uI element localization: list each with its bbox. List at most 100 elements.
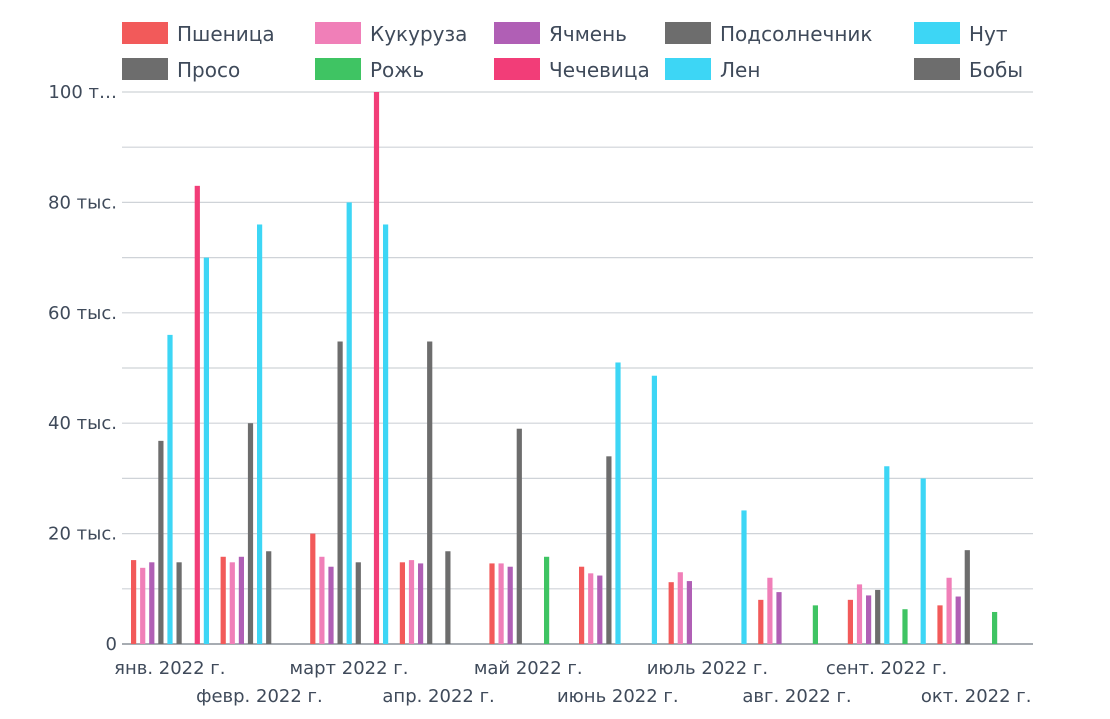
legend-item: Бобы [914, 58, 1023, 82]
y-tick-label: 20 тыс. [48, 524, 117, 545]
x-tick-label: авг. 2022 г. [742, 686, 851, 707]
bar [875, 589, 881, 644]
bar [399, 562, 405, 644]
x-tick-label: февр. 2022 г. [196, 686, 323, 707]
bar [964, 550, 970, 644]
legend-item: Пшеница [122, 22, 275, 46]
bar [158, 440, 164, 644]
legend-swatch [315, 58, 361, 80]
bar [579, 566, 585, 644]
legend-label: Ячмень [549, 22, 627, 46]
bar [355, 562, 361, 644]
legend-item: Лен [665, 58, 760, 82]
bar [992, 611, 998, 644]
bar [220, 556, 226, 644]
legend-label: Чечевица [549, 58, 650, 82]
legend-swatch [914, 22, 960, 44]
legend-item: Рожь [315, 58, 424, 82]
bar [758, 599, 764, 644]
bar [229, 562, 235, 644]
legend-label: Лен [720, 58, 760, 82]
x-axis-labels: янв. 2022 г. февр. 2022 г. март 2022 г. апр… [114, 658, 1031, 707]
x-tick-label: апр. 2022 г. [382, 686, 494, 707]
bar [937, 605, 943, 644]
bar [427, 341, 433, 644]
bar [445, 551, 451, 644]
bar [516, 428, 522, 644]
bar [131, 560, 137, 644]
bar [884, 466, 890, 644]
bar [167, 334, 173, 644]
bar [588, 573, 594, 644]
bar [337, 341, 343, 644]
bar [677, 572, 683, 644]
bar [615, 362, 621, 644]
y-tick-label: 0 [106, 634, 117, 655]
bar [238, 556, 244, 644]
legend-item: Нут [914, 22, 1008, 46]
legend-swatch [665, 22, 711, 44]
legend-label: Просо [177, 58, 240, 82]
bar [140, 567, 146, 644]
bar [668, 582, 674, 644]
legend-label: Подсолнечник [720, 22, 872, 46]
bar [856, 584, 863, 644]
legend-item: Чечевица [494, 58, 650, 82]
y-tick-label: 100 т… [48, 82, 117, 103]
x-tick-label: окт. 2022 г. [921, 686, 1032, 707]
bar [544, 556, 550, 644]
x-tick-label: июнь 2022 г. [557, 686, 679, 707]
legend-item: Просо [122, 58, 240, 82]
legend-swatch [665, 58, 711, 80]
legend-swatch [315, 22, 361, 44]
legend-label: Нут [969, 22, 1008, 46]
y-tick-label: 40 тыс. [48, 413, 117, 434]
legend-item: Кукуруза [315, 22, 467, 46]
bar [328, 566, 334, 644]
bar [257, 224, 263, 645]
legend-swatch [494, 22, 540, 44]
legend-label: Бобы [969, 58, 1023, 82]
bar [247, 423, 254, 644]
legend-label: Кукуруза [370, 22, 467, 46]
bar [373, 92, 380, 644]
bar [489, 563, 495, 644]
y-tick-label: 80 тыс. [48, 192, 117, 213]
bars [131, 92, 998, 645]
x-tick-label: янв. 2022 г. [114, 658, 225, 679]
bar [776, 592, 782, 644]
bar [866, 595, 872, 644]
bar [310, 533, 316, 644]
legend-item: Подсолнечник [665, 22, 872, 46]
bar [847, 599, 853, 644]
bar [686, 581, 692, 644]
bar [266, 551, 272, 644]
bar [651, 375, 657, 644]
bar [149, 562, 155, 644]
bar [408, 560, 415, 644]
bar [176, 562, 182, 644]
y-axis-labels: 0 20 тыс. 40 тыс. 60 тыс. 80 тыс. 100 т… [48, 82, 117, 655]
bar [418, 563, 424, 644]
bar [498, 563, 504, 644]
bar [606, 456, 612, 644]
bar [346, 202, 352, 644]
y-tick-label: 60 тыс. [48, 303, 117, 324]
bar [920, 478, 926, 644]
bar [319, 556, 325, 644]
legend-swatch [122, 22, 168, 44]
legend-item: Ячмень [494, 22, 627, 46]
bar [812, 605, 818, 644]
bar [383, 224, 389, 645]
bar [955, 596, 961, 644]
bar [507, 566, 513, 644]
bar [203, 257, 209, 644]
x-tick-label: май 2022 г. [474, 658, 583, 679]
legend-swatch [914, 58, 960, 80]
gridlines [122, 91, 1033, 645]
x-tick-label: март 2022 г. [290, 658, 409, 679]
bar [946, 577, 952, 644]
x-tick-label: сент. 2022 г. [826, 658, 947, 679]
bar [194, 185, 200, 644]
